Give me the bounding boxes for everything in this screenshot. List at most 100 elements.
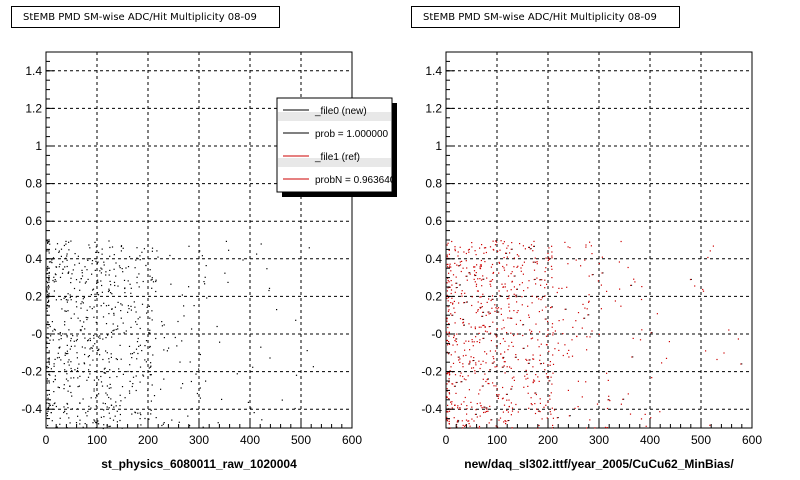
data-point <box>494 310 496 312</box>
data-point <box>451 240 453 243</box>
data-point <box>538 298 540 300</box>
x-tick-label: 400 <box>240 433 260 447</box>
y-tick-label: -0 <box>431 327 442 341</box>
data-point <box>137 352 139 355</box>
data-point <box>446 411 448 413</box>
data-point <box>111 308 113 310</box>
data-point <box>545 373 548 375</box>
data-point <box>46 240 48 242</box>
data-point <box>47 322 49 324</box>
data-point <box>477 301 479 303</box>
data-point <box>571 355 574 357</box>
data-point <box>119 413 121 416</box>
data-point <box>450 292 452 295</box>
data-point <box>511 385 513 388</box>
data-point <box>580 265 582 267</box>
data-point <box>455 341 457 343</box>
data-point <box>57 333 59 335</box>
data-point <box>70 340 72 342</box>
data-point <box>52 279 54 282</box>
data-point <box>541 279 543 281</box>
data-point <box>554 348 556 350</box>
data-point <box>448 309 450 311</box>
y-tick-label: -0.4 <box>21 402 42 416</box>
data-point <box>502 397 504 399</box>
data-point <box>473 266 475 268</box>
data-point <box>471 341 473 343</box>
data-point <box>530 244 533 246</box>
data-point <box>488 326 490 328</box>
data-point <box>475 285 477 287</box>
data-point <box>92 289 94 291</box>
data-point <box>466 275 468 277</box>
data-point <box>227 281 229 283</box>
data-point <box>547 376 550 378</box>
data-point <box>48 278 50 280</box>
data-point <box>189 425 191 427</box>
data-point <box>539 398 541 400</box>
data-point <box>78 385 80 387</box>
data-point <box>601 272 603 274</box>
data-point <box>465 301 468 303</box>
data-point <box>583 317 585 319</box>
data-point <box>66 301 68 303</box>
data-point <box>502 386 504 389</box>
data-point <box>47 241 49 243</box>
data-point <box>95 260 97 262</box>
data-point <box>479 389 481 391</box>
data-point <box>95 251 97 253</box>
data-point <box>176 345 178 347</box>
data-point <box>534 278 536 280</box>
data-point <box>138 345 140 347</box>
data-point <box>503 404 506 406</box>
data-point <box>606 427 608 429</box>
data-point <box>530 248 532 250</box>
data-point <box>182 383 184 385</box>
data-point <box>448 393 451 395</box>
data-point <box>588 314 590 316</box>
data-point <box>473 357 475 359</box>
data-point <box>46 288 48 290</box>
data-point <box>464 425 466 427</box>
data-point <box>76 306 78 308</box>
data-point <box>465 340 467 342</box>
data-point <box>546 283 548 285</box>
data-point <box>484 261 486 263</box>
data-point <box>562 333 564 335</box>
data-point <box>149 346 151 348</box>
data-point <box>529 359 531 361</box>
data-point <box>587 314 589 316</box>
data-point <box>105 274 107 276</box>
data-point <box>502 338 504 340</box>
data-point <box>457 405 459 407</box>
data-point <box>480 302 482 305</box>
data-point <box>523 386 525 388</box>
data-point <box>85 316 87 318</box>
data-point <box>117 325 119 327</box>
data-point <box>568 356 570 358</box>
data-point <box>589 241 591 243</box>
data-point <box>591 253 593 255</box>
data-point <box>534 392 536 394</box>
data-point <box>109 425 111 427</box>
data-point <box>533 379 535 381</box>
data-point <box>62 261 64 263</box>
data-point <box>118 265 121 267</box>
data-point <box>64 310 66 312</box>
data-point <box>536 277 538 279</box>
data-point <box>48 299 50 301</box>
data-point <box>460 381 462 383</box>
data-point <box>88 405 90 407</box>
data-point <box>48 358 50 360</box>
data-point <box>534 257 536 259</box>
data-point <box>709 250 711 252</box>
data-point <box>548 380 550 382</box>
data-point <box>119 419 121 422</box>
data-point <box>503 269 506 271</box>
data-point <box>478 393 480 395</box>
data-point <box>108 304 110 306</box>
data-point <box>541 297 543 299</box>
data-point <box>103 416 105 418</box>
data-point <box>607 399 609 401</box>
data-point <box>466 267 468 269</box>
